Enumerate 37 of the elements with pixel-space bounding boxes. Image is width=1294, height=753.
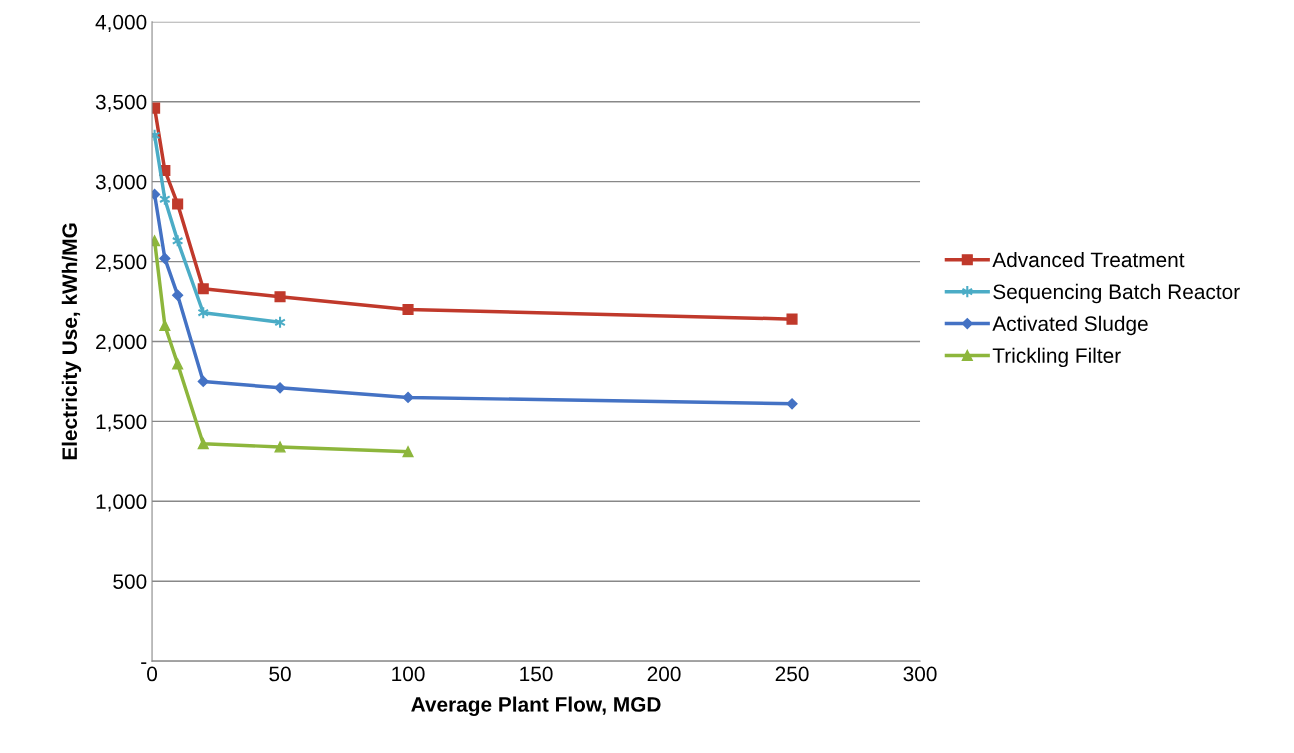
y-tick-label: 4,000 [95,14,147,33]
point [159,252,171,264]
legend-label: Sequencing Batch Reactor [993,283,1240,304]
point [402,391,414,404]
x-tick-label: 150 [520,666,553,682]
point [197,375,209,388]
point [172,358,184,370]
legend-label: Advanced Treatment [992,251,1185,268]
x-tick-label: 0 [147,666,158,682]
point [274,291,286,303]
point [274,382,286,394]
x-tick-label: 250 [775,666,809,682]
point [402,446,414,458]
y-tick-label: - [141,662,147,664]
x-tick-label: 200 [647,666,681,682]
x-tick-label: 100 [392,666,425,682]
legend-label: Activated Sludge [992,315,1148,336]
point [172,289,184,301]
y-tick-label: 2,000 [96,334,147,352]
y-tick-label: 3,500 [95,94,147,112]
y-tick-label: 500 [113,574,147,589]
x-tick-label: 300 [903,666,937,682]
legend-label: Trickling Filter [992,347,1121,368]
x-tick-label: 50 [269,666,291,682]
point [197,438,209,450]
y-tick-label: 1,500 [96,414,147,432]
y-tick-label: 3,000 [95,174,147,192]
point [172,198,184,210]
y-axis-title: Electricity Use, kWh/MG [61,223,82,460]
point [402,303,414,316]
y-tick-label: 1,000 [96,494,147,512]
point [786,313,798,325]
y-tick-label: 2,500 [96,254,147,272]
x-axis-title: Average Plant Flow, MGD [411,696,661,717]
point [786,398,798,410]
point [274,441,286,453]
point [197,283,209,295]
